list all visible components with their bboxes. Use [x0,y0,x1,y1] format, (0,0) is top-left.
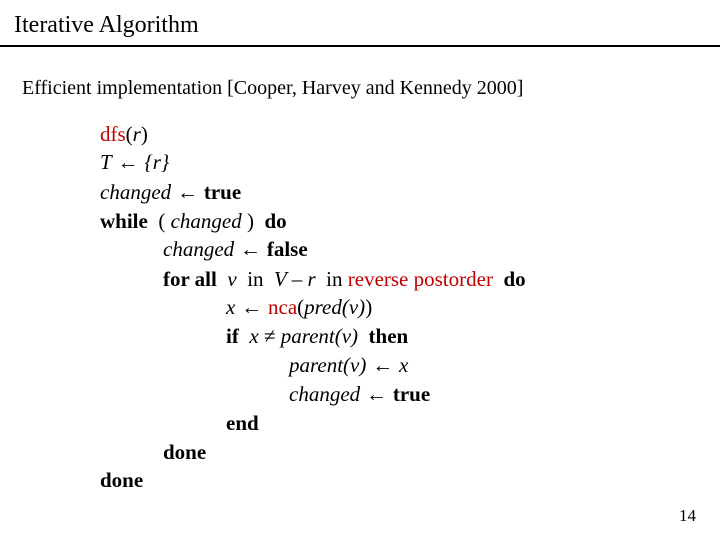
code-line: x ← nca(pred(v)) [100,293,720,322]
slide: Iterative Algorithm Efficient implementa… [0,0,720,540]
code-line: dfs(r) [100,120,720,148]
slide-title: Iterative Algorithm [0,12,720,47]
code-line: end [100,409,720,437]
page-number: 14 [679,506,696,526]
code-line: parent(v) ← x [100,351,720,380]
code-line: done [100,438,720,466]
code-line: while ( changed ) do [100,207,720,235]
code-line: changed ← true [100,178,720,207]
fn-name: dfs [100,122,126,146]
code-line: done [100,466,720,494]
code-line: if x ≠ parent(v) then [100,322,720,350]
code-line: for all v in V – r in reverse postorder … [100,265,720,293]
code-line: changed ← false [100,235,720,264]
slide-subtitle: Efficient implementation [Cooper, Harvey… [0,77,720,100]
algorithm-code: dfs(r) T ← {r} changed ← true while ( ch… [0,120,720,494]
code-line: T ← {r} [100,148,720,177]
code-line: changed ← true [100,380,720,409]
